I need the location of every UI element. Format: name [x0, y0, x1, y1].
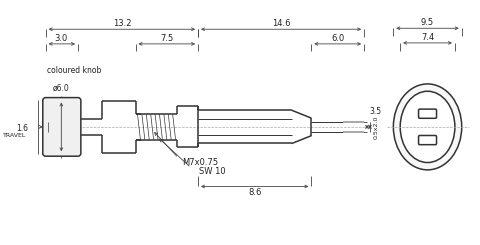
Ellipse shape [400, 91, 455, 162]
Text: TRAVEL: TRAVEL [3, 133, 26, 138]
Text: 8.6: 8.6 [248, 188, 262, 197]
Text: 1.6: 1.6 [16, 124, 28, 133]
Text: ø6.0: ø6.0 [53, 83, 70, 92]
Text: 13.2: 13.2 [113, 19, 131, 28]
Text: SW 10: SW 10 [199, 167, 226, 176]
Text: 9.5: 9.5 [421, 18, 434, 27]
Text: 7.4: 7.4 [421, 33, 434, 42]
Text: 3.5: 3.5 [370, 107, 382, 116]
Text: 3.0: 3.0 [55, 34, 68, 43]
Text: coloured knob: coloured knob [47, 66, 101, 75]
Ellipse shape [394, 84, 462, 170]
FancyBboxPatch shape [43, 98, 81, 156]
Text: M7x0.75: M7x0.75 [182, 158, 218, 167]
Text: 0.5x2.0: 0.5x2.0 [373, 115, 378, 139]
Text: 6.0: 6.0 [331, 34, 344, 43]
Text: 14.6: 14.6 [272, 19, 290, 28]
Text: 7.5: 7.5 [160, 34, 173, 43]
FancyBboxPatch shape [419, 109, 436, 118]
FancyBboxPatch shape [419, 135, 436, 145]
